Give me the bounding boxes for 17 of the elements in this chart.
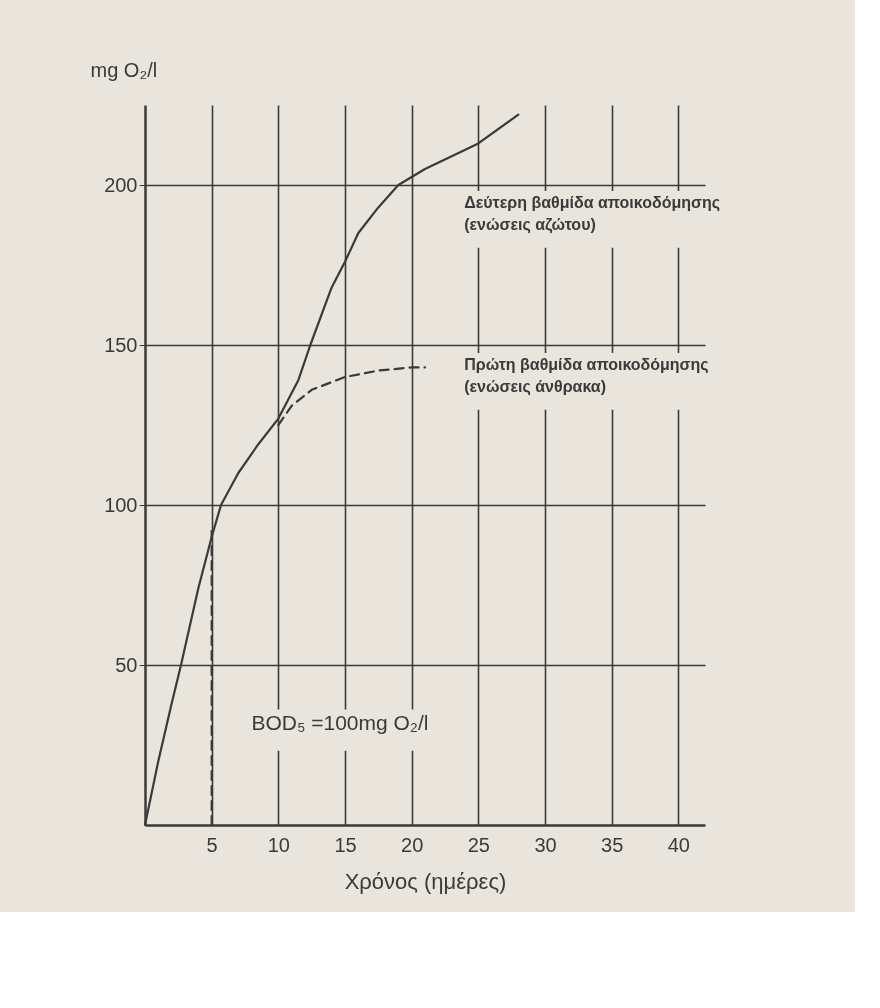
x-tick-label: 10 [267, 833, 290, 856]
annotation: BOD₅ =100mg O₂/l [251, 711, 429, 735]
annotation: Δεύτερη βαθμίδα αποικοδόμησης (ενώσεις αζώτου) [464, 194, 721, 235]
y-tick-label: 100 [104, 493, 138, 516]
x-tick-label: 35 [601, 833, 624, 856]
x-tick-label: 20 [401, 833, 424, 856]
x-tick-label: 30 [534, 833, 557, 856]
x-tick-label: 25 [467, 833, 490, 856]
y-tick-label: 200 [104, 173, 138, 196]
y-axis-title: mg O₂/l [90, 58, 158, 81]
x-tick-label: 5 [206, 833, 218, 856]
x-axis-title: Χρόνος (ημέρες) [344, 868, 507, 894]
y-tick-label: 50 [115, 653, 138, 676]
x-tick-label: 40 [667, 833, 690, 856]
y-tick-label: 150 [104, 333, 138, 356]
x-tick-label: 15 [334, 833, 357, 856]
annotation: Πρώτη βαθμίδα αποικοδόμησης (ενώσεις άνθρακα) [464, 356, 709, 397]
